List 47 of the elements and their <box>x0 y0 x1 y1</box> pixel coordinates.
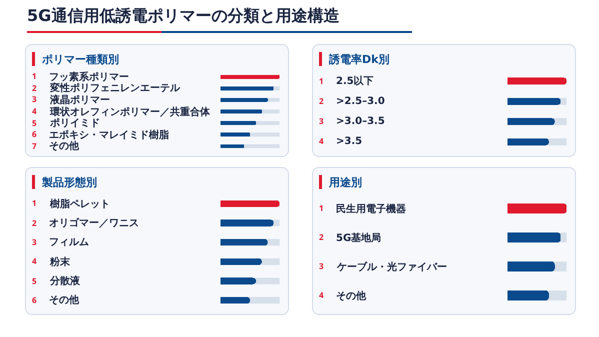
y-tick-label: フィルム <box>49 237 89 248</box>
y-tick-label: 2.5以下 <box>336 75 374 87</box>
text: ポリマー種類別 <box>42 52 119 67</box>
y-tick-label: その他 <box>336 290 367 302</box>
text: 5G通信用低誘電ポリマーの分類と用途構造 <box>27 6 340 27</box>
text: 5 <box>32 276 37 287</box>
y-tick-label: ポリイミド <box>49 118 100 129</box>
y-tick-label: エポキシ・マレイミド樹脂 <box>49 129 169 141</box>
y-tick-label: 粉末 <box>49 256 71 268</box>
text: 1 <box>319 76 324 87</box>
text: 6 <box>32 129 37 140</box>
text: 7 <box>32 141 37 152</box>
y-tick-label: 5G基地局 <box>336 232 382 244</box>
text: 3 <box>319 261 324 272</box>
y-tick-label: オリゴマー／ワニス <box>49 217 139 229</box>
y-tick-label: その他 <box>49 140 80 152</box>
text: 2 <box>319 232 324 243</box>
text: 2 <box>319 96 324 107</box>
text: 1 <box>319 203 324 214</box>
y-tick-label: ケーブル・光ファイバー <box>336 261 447 273</box>
text: 4 <box>319 136 324 147</box>
y-tick-label: >3.5 <box>336 136 362 147</box>
text: 4 <box>32 256 37 267</box>
text: 3 <box>32 94 37 105</box>
text: 4 <box>319 290 324 301</box>
text: 用途別 <box>329 175 362 190</box>
text: 3 <box>32 237 37 248</box>
y-tick-label: その他 <box>49 294 80 306</box>
y-tick-label: 樹脂ペレット <box>49 198 110 210</box>
text: 製品形態別 <box>42 175 97 190</box>
y-tick-label: >2.5–3.0 <box>336 96 385 107</box>
y-tick-label: 変性ポリフェニレンエーテル <box>49 82 181 94</box>
text: 5 <box>32 118 37 129</box>
text: 2 <box>32 218 37 229</box>
text: 2 <box>32 83 37 94</box>
y-tick-label: 民生用電子機器 <box>336 203 406 215</box>
text: 1 <box>32 198 37 209</box>
y-tick-label: 分散液 <box>49 275 81 287</box>
y-tick-label: フッ素系ポリマー <box>49 71 129 83</box>
text: 誘電率Dk別 <box>329 52 390 67</box>
y-tick-label: 液晶ポリマー <box>49 94 110 106</box>
y-tick-label: >3.0–3.5 <box>336 116 385 127</box>
text: 3 <box>319 116 324 127</box>
text: 4 <box>32 106 37 117</box>
text: 6 <box>32 295 37 306</box>
text: 1 <box>32 71 37 82</box>
y-tick-label: 環状オレフィンポリマー／共重合体 <box>49 106 211 118</box>
